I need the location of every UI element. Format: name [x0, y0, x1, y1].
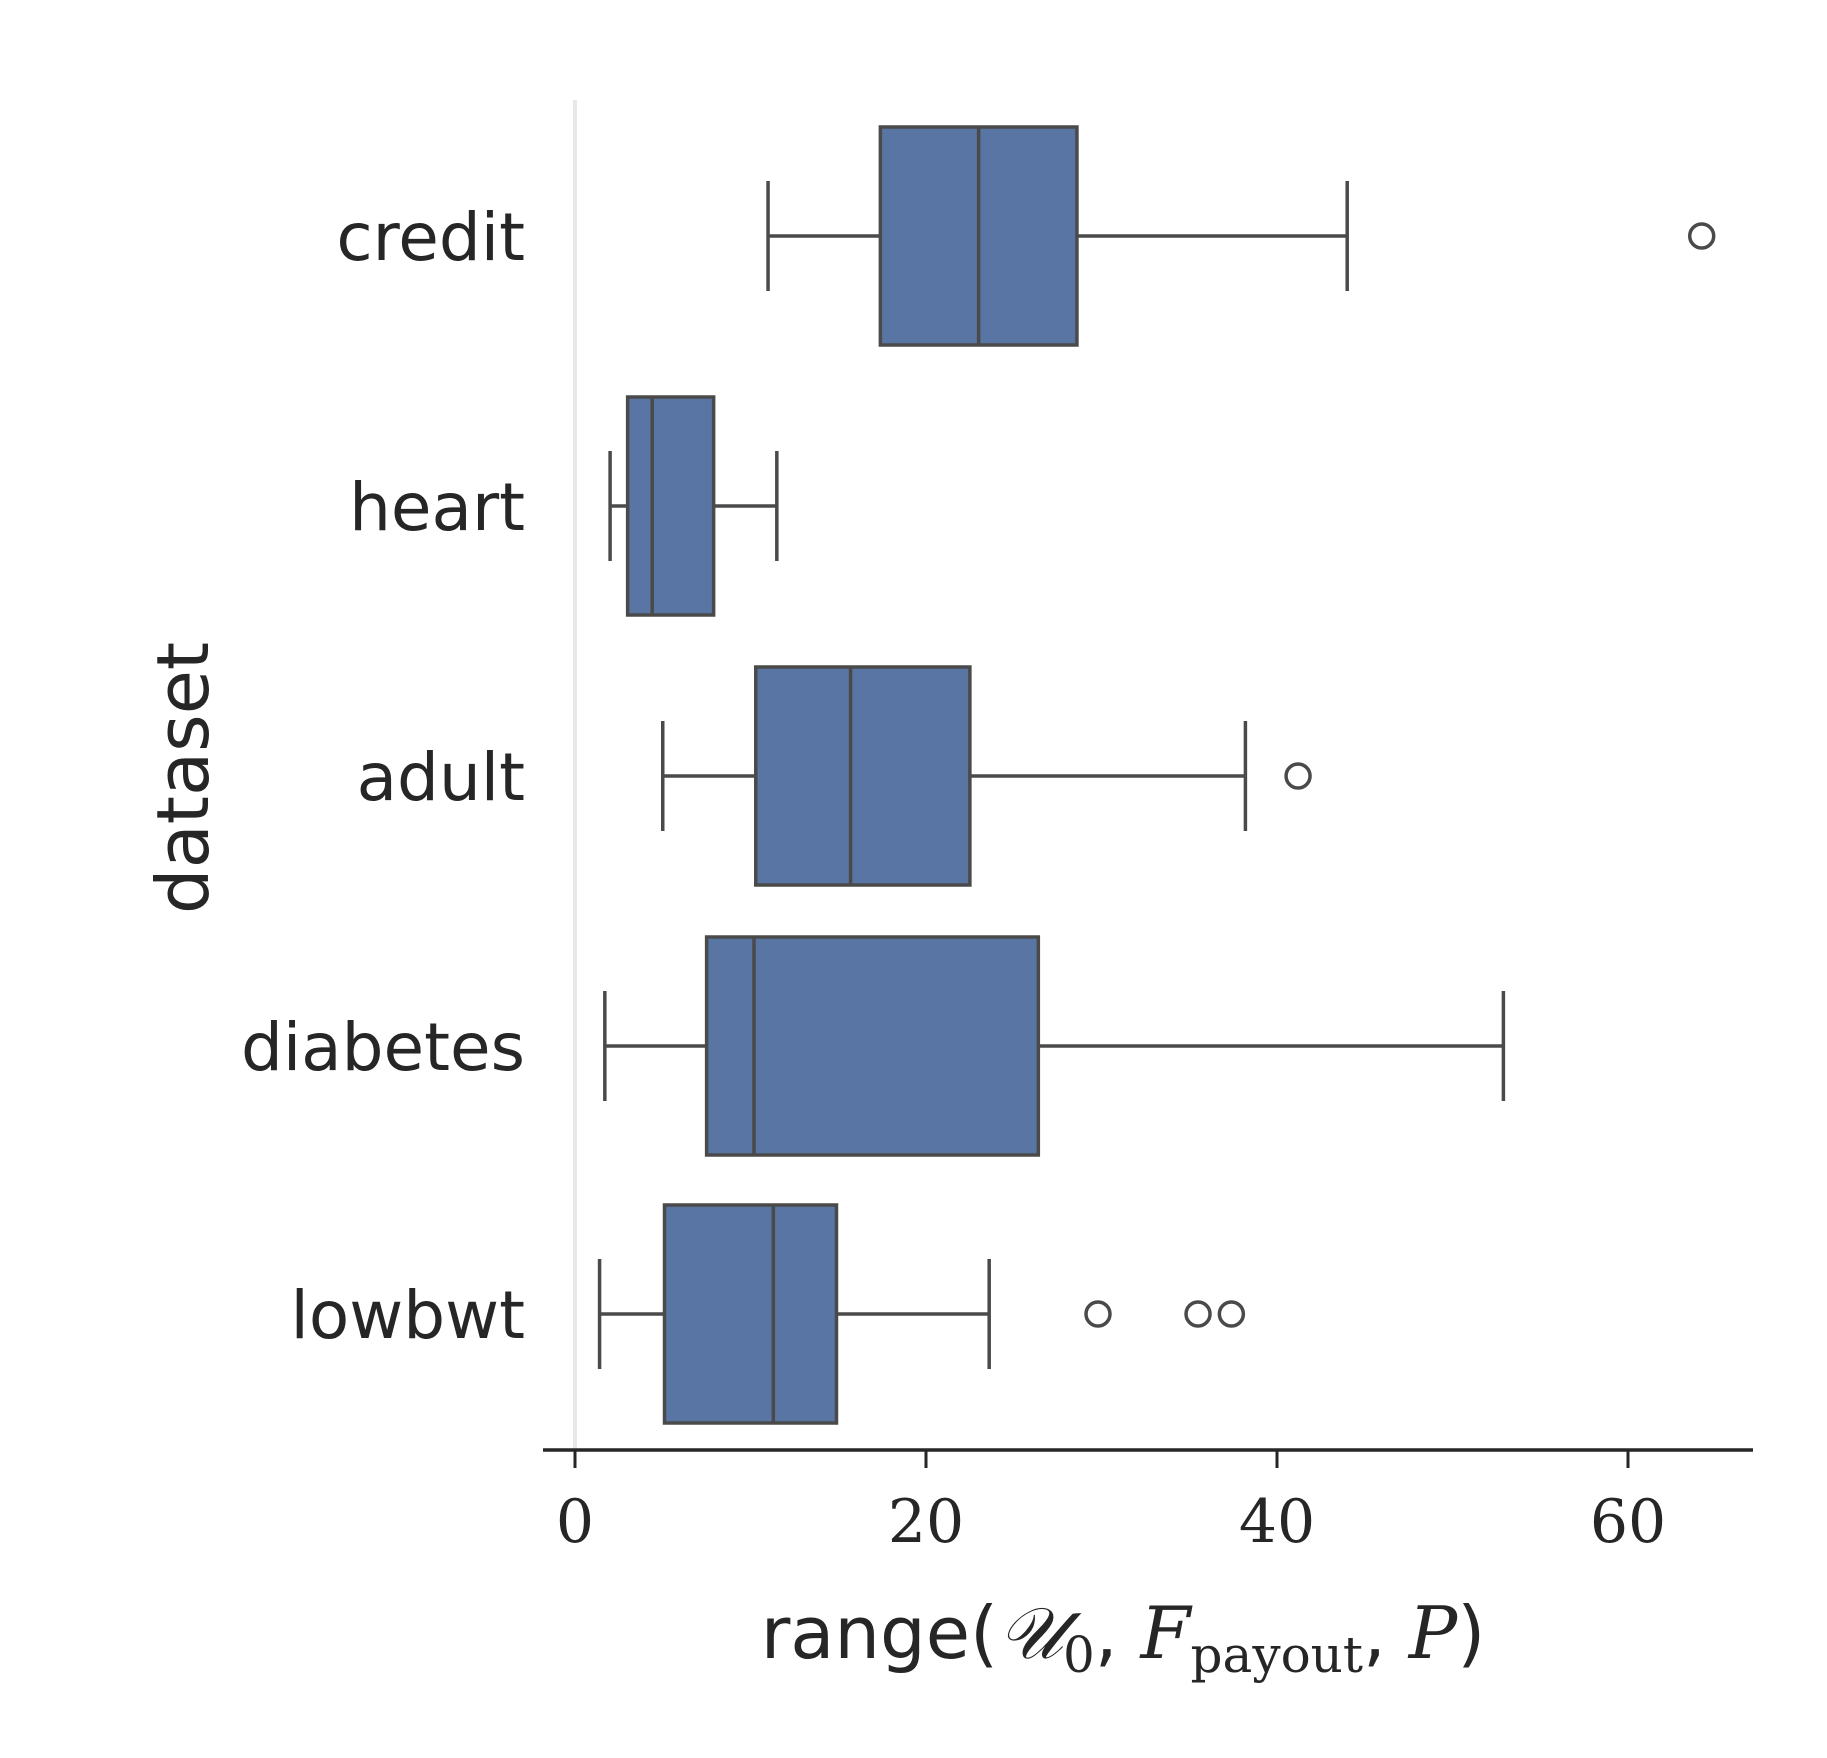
- outlier-point: [1184, 1300, 1212, 1328]
- category-label-heart: heart: [349, 469, 525, 546]
- category-label-lowbwt: lowbwt: [291, 1277, 525, 1354]
- x-tick-label: 20: [888, 1487, 964, 1557]
- outlier-point: [1084, 1300, 1112, 1328]
- category-label-credit: credit: [336, 199, 525, 276]
- x-title-f-symbol: F: [1139, 1591, 1194, 1675]
- box-group-adult: [661, 665, 1312, 887]
- boxes-layer: [597, 125, 1716, 1425]
- category-label-adult: adult: [357, 739, 525, 816]
- x-ticks: 0 20 40 60: [556, 1450, 1666, 1557]
- x-tick-label: 60: [1590, 1487, 1666, 1557]
- box-group-lowbwt: [597, 1203, 1246, 1425]
- outlier-point: [1687, 222, 1716, 250]
- iqr-box: [754, 665, 972, 887]
- iqr-box: [662, 1203, 839, 1425]
- outlier-point: [1217, 1300, 1246, 1328]
- box-group-credit: [766, 125, 1716, 347]
- x-axis-title: range(𝒰0, Fpayout, P): [761, 1591, 1486, 1684]
- x-tick-label: 40: [1239, 1487, 1315, 1557]
- category-label-diabetes: diabetes: [241, 1009, 525, 1086]
- iqr-box: [625, 395, 716, 617]
- x-tick-label: 0: [556, 1487, 594, 1557]
- x-title-u-subscript: 0: [1063, 1626, 1095, 1684]
- category-labels: credit heart adult diabetes lowbwt: [241, 199, 525, 1354]
- iqr-box: [704, 935, 1041, 1157]
- x-title-suffix: ): [1457, 1591, 1485, 1675]
- x-title-f-subscript: payout: [1191, 1626, 1363, 1684]
- x-title-separator-2: ,: [1363, 1591, 1409, 1675]
- box-group-heart: [608, 395, 779, 617]
- x-title-separator-1: ,: [1095, 1591, 1141, 1675]
- box-group-diabetes: [603, 935, 1506, 1157]
- x-title-p-symbol: P: [1407, 1591, 1459, 1675]
- y-axis-title: dataset: [141, 642, 225, 914]
- x-title-prefix: range(: [761, 1591, 998, 1675]
- outlier-point: [1284, 762, 1312, 790]
